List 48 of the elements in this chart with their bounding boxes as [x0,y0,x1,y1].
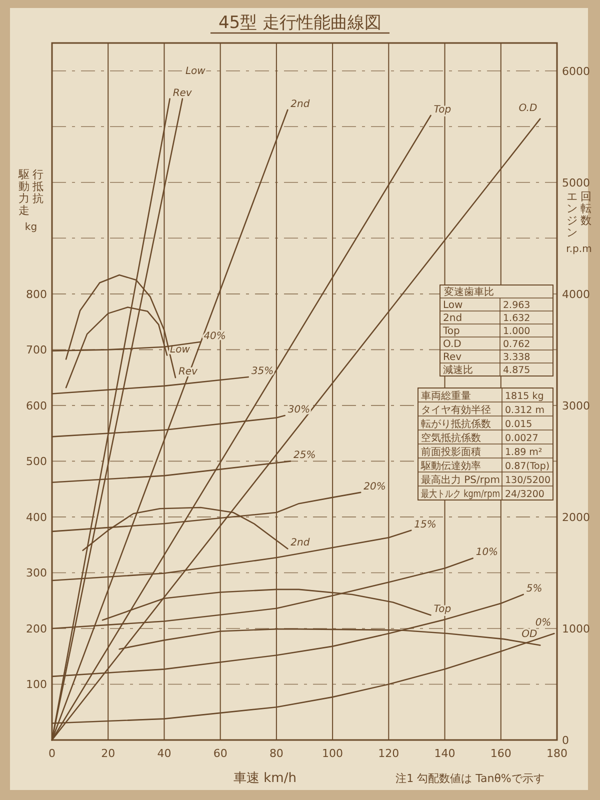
x-tick-label: 100 [322,747,344,760]
y-tick-label: 500 [26,455,47,468]
x-tick-label: 120 [378,747,400,760]
x-tick-label: 180 [546,747,568,760]
y-tick-label: 800 [26,288,47,301]
series-label: 25% [293,450,316,462]
y-tick-label: 100 [26,678,47,692]
axis-label: 駆動力走行抵抗 kg [18,168,44,233]
x-tick-label: 40 [157,747,172,760]
x-axis-title: 車速 km/h [234,771,296,786]
series-label: 20% [364,481,386,492]
y2-tick-label: 0 [562,734,569,747]
y-tick-label: 200 [26,622,47,636]
series-label: 2nd [290,538,310,549]
series-label: 2nd [290,98,310,110]
x-tick-label: 160 [490,747,512,760]
x-tick-label: 80 [269,747,284,760]
series-label: Rev [172,88,193,99]
series-label: O.D [518,102,538,114]
y2-tick-label: 6000 [562,64,590,78]
table: 変速歯車比 Low 2.963 2nd 1.632 Top 1.000 O.D 0.762 Rev 3.338 減速比 4.875 [440,284,554,376]
x-tick-label: 0 [48,747,56,760]
y-tick-label: 300 [26,566,47,580]
y-tick-label: 700 [26,344,47,357]
annotation: 変速歯車比 [444,286,494,298]
chart-title: 45型 走行性能曲線図 [218,13,382,33]
series-label: 10% [476,547,498,558]
series-label: 30% [288,404,310,416]
text: 注1 勾配数値は Tanθ%で示す [396,772,544,785]
table: 車両総重量 1815 kg タイヤ有効半径 0.312 m 転がり抵抗係数 0.015 空気抵抗係数 0.0027 前面投影面積 1.89 m² 駆動伝達効率 0.87(Top) 最高出力 PS/rpm 130/5200 最大トルク kgm/rpm 24/3200 [418,388,554,500]
series-label: 15% [414,519,436,530]
x-tick-label: 60 [213,747,228,760]
y2-tick-label: 2000 [562,510,590,524]
series-label: 0% [535,618,552,628]
y2-tick-label: 1000 [562,622,590,636]
y2-tick-label: 3000 [562,399,590,412]
annotation: 最大トルク kgm/rpm 24/3200 [421,488,544,500]
series-label: 5% [526,583,542,594]
series-label: 35% [251,366,274,377]
annotation: 最高出力 PS/rpm 130/5200 [421,474,551,486]
series-label: OD [522,629,538,640]
x-tick-label: 140 [434,747,456,760]
x-tick-label: 20 [101,747,116,760]
y-tick-label: 600 [26,399,47,412]
y2-tick-label: 4000 [562,288,590,301]
axis-label: エンジン回転数 r.p.m [566,190,592,255]
y2-tick-label: 5000 [562,176,590,190]
y-tick-label: 400 [26,510,47,524]
